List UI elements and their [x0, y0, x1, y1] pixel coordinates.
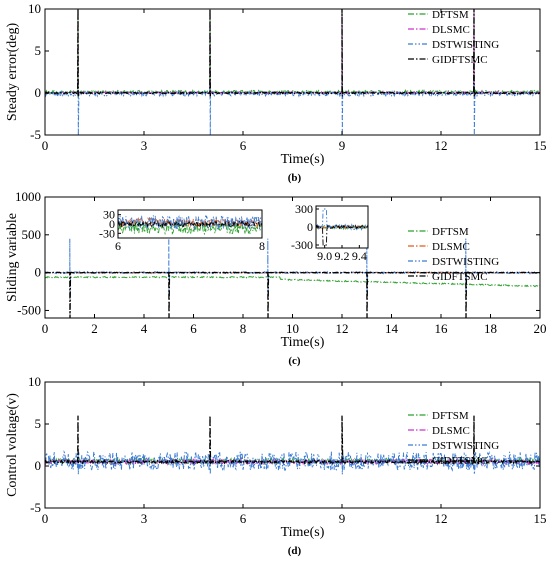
inset-y-tick-label: 300 [295, 202, 313, 216]
legend: DFTSM DLSMC DSTWISTING GIDFTSMC [408, 226, 499, 283]
x-tick-label: 6 [240, 138, 247, 153]
legend-label-gidftsmc: GIDFTSMC [432, 54, 488, 66]
inset-line-dstwisting [316, 208, 368, 231]
legend-label-gidftsmc: GIDFTSMC [432, 271, 488, 283]
inset-y-tick-label: 0 [307, 220, 313, 234]
panel-label: (d) [288, 545, 302, 557]
inset-y-tick-label: 30 [103, 208, 115, 222]
series-line-gidftsmc [45, 9, 540, 97]
legend: DFTSM DLSMC DSTWISTING GIDFTSMC [408, 9, 499, 66]
x-tick-label: 20 [534, 321, 547, 336]
inset-x-tick-label: 8 [259, 239, 265, 253]
x-tick-label: 0 [42, 321, 49, 336]
y-tick-label: 10 [28, 1, 41, 16]
inset-x-tick-label: 9.2 [335, 249, 350, 263]
plot-frame [44, 8, 541, 136]
legend-label-dstwisting: DSTWISTING [432, 440, 499, 452]
x-tick-label: 8 [240, 321, 247, 336]
chart-panel-1: 0 2 4 6 8 10 12 14 16 18 20-50005001000Time(s)Slid… [5, 189, 547, 367]
series-group [45, 415, 540, 475]
y-tick-label: 10 [28, 374, 41, 389]
inset-series [118, 215, 262, 236]
series-line-dstwisting [45, 80, 540, 135]
y-tick-label: 5 [35, 416, 42, 431]
inset-y-tick-label: -300 [291, 238, 313, 252]
x-tick-label: 4 [141, 321, 148, 336]
y-axis-label: Control voltage(v) [5, 393, 20, 497]
x-tick-label: 12 [336, 321, 349, 336]
x-axis-label: Time(s) [281, 335, 325, 350]
series-group [45, 9, 540, 135]
x-tick-label: 15 [534, 511, 547, 526]
x-axis-label: Time(s) [281, 152, 325, 167]
series-line-dstwisting [45, 450, 540, 475]
inset-x-tick-label: 9.4 [352, 249, 367, 263]
panel-label: (c) [288, 355, 301, 367]
series-group [45, 238, 540, 318]
series-line-dftsm [45, 275, 540, 288]
x-tick-label: 9 [339, 138, 346, 153]
x-tick-label: 10 [286, 321, 299, 336]
x-tick-label: 16 [435, 321, 449, 336]
inset-x-tick-label: 9.0 [317, 249, 332, 263]
legend: DFTSM DLSMC DSTWISTING GIDFTSMC [408, 410, 499, 467]
inset-y-tick-label: -30 [99, 226, 115, 240]
legend-label-dstwisting: DSTWISTING [432, 256, 499, 268]
x-axis-label: Time(s) [281, 525, 325, 540]
x-tick-label: 3 [141, 138, 148, 153]
plot-frame [44, 381, 541, 509]
x-tick-label: 12 [435, 511, 448, 526]
inset-1: 9.0 9.2 9.4 -300 0 300 [291, 202, 369, 263]
legend-label-gidftsmc: GIDFTSMC [432, 455, 488, 467]
y-tick-label: 0 [35, 458, 42, 473]
legend-label-dftsm: DFTSM [432, 226, 469, 238]
x-tick-label: 0 [42, 138, 49, 153]
y-axis-label: Steady error(deg) [5, 22, 20, 121]
x-tick-label: 9 [339, 511, 346, 526]
x-tick-label: 6 [240, 511, 247, 526]
y-tick-label: 1000 [15, 189, 41, 204]
x-tick-label: 3 [141, 511, 148, 526]
x-tick-label: 15 [534, 138, 547, 153]
inset-x-tick-label: 6 [115, 239, 121, 253]
inset-line-gidftsmc [118, 219, 262, 229]
x-tick-label: 6 [190, 321, 197, 336]
inset-y-tick-label: 0 [109, 217, 115, 231]
x-tick-label: 14 [385, 321, 399, 336]
series-line-dstwisting [45, 238, 540, 296]
x-tick-label: 18 [484, 321, 497, 336]
x-tick-label: 0 [42, 511, 49, 526]
y-tick-label: -500 [17, 302, 41, 317]
legend-label-dlsmc: DLSMC [432, 24, 470, 36]
y-tick-label: 500 [22, 227, 42, 242]
inset-series [316, 208, 368, 246]
y-tick-label: -5 [30, 500, 41, 515]
x-tick-label: 12 [435, 138, 448, 153]
legend-label-dlsmc: DLSMC [432, 241, 470, 253]
y-tick-label: -5 [30, 127, 41, 142]
y-tick-label: 0 [35, 85, 42, 100]
legend-label-dstwisting: DSTWISTING [432, 39, 499, 51]
panel-label: (b) [288, 172, 302, 184]
legend-label-dlsmc: DLSMC [432, 425, 470, 437]
legend-label-dftsm: DFTSM [432, 410, 469, 422]
y-axis-label: Sliding variable [5, 213, 20, 302]
x-tick-label: 2 [91, 321, 98, 336]
y-tick-label: 5 [35, 43, 42, 58]
series-line-gidftsmc [45, 271, 540, 318]
series-line-gidftsmc [45, 415, 540, 466]
inset-line-dftsm [118, 220, 262, 236]
legend-label-dftsm: DFTSM [432, 9, 469, 21]
y-tick-label: 0 [35, 265, 42, 280]
